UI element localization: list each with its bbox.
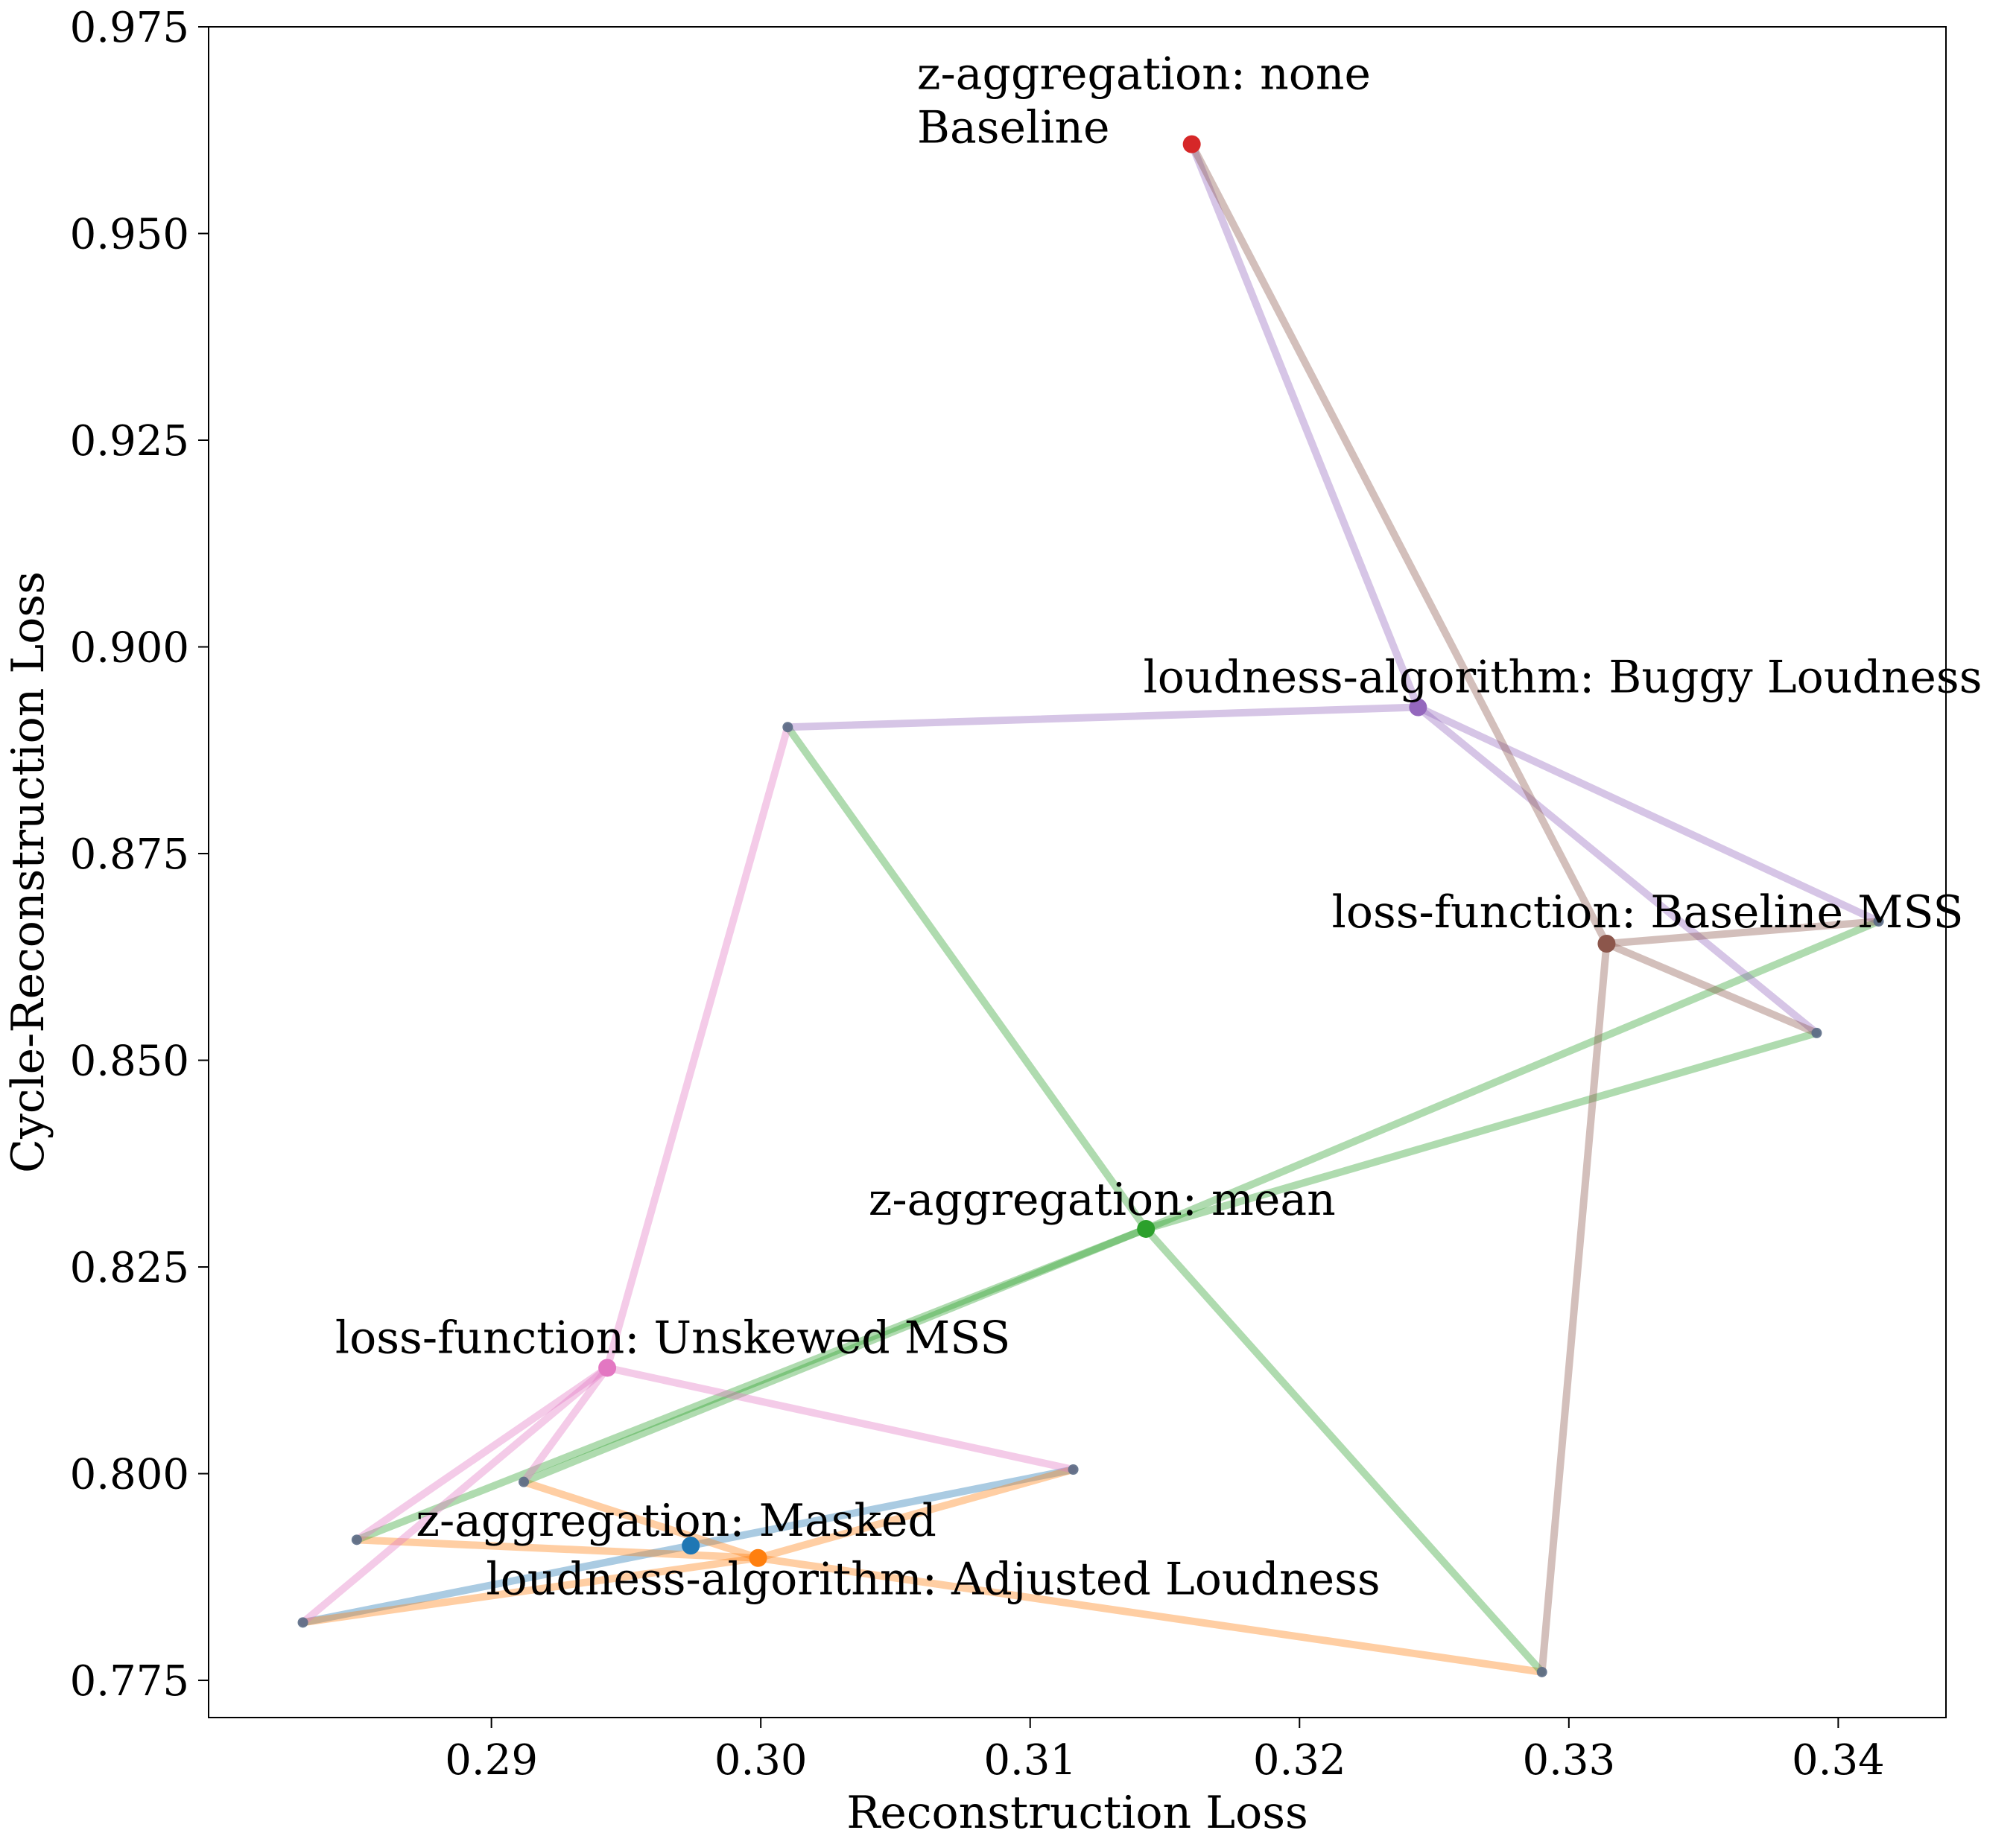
shared-point-7 <box>1873 916 1884 927</box>
shared-point-3 <box>782 722 793 733</box>
x-axis: 0.29 0.30 0.31 0.32 0.33 0.34 <box>445 1718 1885 1785</box>
link-line-6-2 <box>520 1364 612 1486</box>
y-tick-label-4: 0.875 <box>70 830 189 879</box>
center-point-0 <box>682 1537 700 1555</box>
y-tick-label-5: 0.900 <box>70 624 189 673</box>
annotation-5: loss-function: Baseline MSS <box>1332 886 1964 938</box>
link-line-5-0 <box>1538 940 1611 1676</box>
link-line-4-0 <box>784 703 1422 731</box>
x-tick-label-1: 0.30 <box>714 1736 808 1785</box>
annotation-4: loudness-algorithm: Buggy Loudness <box>1144 652 1982 704</box>
link-line-4-3 <box>1188 140 1422 711</box>
y-tick-label-2: 0.825 <box>70 1244 189 1292</box>
link-line-2-1 <box>520 1224 1150 1486</box>
y-tick-label-8: 0.975 <box>70 4 189 52</box>
shared-point-4 <box>1068 1464 1079 1475</box>
link-line-4-2 <box>1414 703 1883 926</box>
shared-point-0 <box>297 1617 308 1628</box>
annotation-3: z-aggregation: none Baseline <box>917 48 1371 153</box>
y-tick-label-6: 0.925 <box>70 417 189 466</box>
link-line-6-0 <box>299 1364 612 1627</box>
connection-lines <box>299 140 1883 1676</box>
link-line-0-1 <box>687 1465 1077 1550</box>
x-tick-label-3: 0.32 <box>1253 1736 1346 1785</box>
x-tick-label-2: 0.31 <box>983 1736 1077 1785</box>
link-line-2-5 <box>1142 918 1883 1233</box>
shared-point-2 <box>519 1476 530 1487</box>
y-tick-label-1: 0.800 <box>70 1451 189 1499</box>
shared-point-5 <box>1536 1666 1547 1677</box>
x-axis-label: Reconstruction Loss <box>846 1787 1308 1833</box>
center-point-6 <box>598 1359 617 1377</box>
y-axis: 0.775 0.800 0.825 0.850 0.875 0.900 0.925 0.950… <box>70 4 209 1706</box>
link-line-1-0 <box>299 1554 762 1627</box>
annotation-6: loss-function: Unskewed MSS <box>335 1312 1010 1364</box>
y-axis-label: Cycle-Reconstruction Loss <box>2 571 54 1173</box>
x-tick-label-5: 0.34 <box>1792 1736 1885 1785</box>
link-line-1-2 <box>520 1478 762 1562</box>
link-line-6-1 <box>352 1364 612 1544</box>
plot-frame <box>208 26 1947 1718</box>
link-line-1-1 <box>352 1536 762 1562</box>
link-line-2-3 <box>1142 1224 1546 1676</box>
link-line-1-4 <box>754 1554 1546 1676</box>
link-line-4-1 <box>1414 703 1821 1037</box>
y-tick-label-0: 0.775 <box>70 1657 189 1706</box>
center-point-3 <box>1182 135 1201 153</box>
link-line-5-2 <box>1603 918 1883 948</box>
annotation-0: z-aggregation: Masked <box>416 1495 936 1547</box>
center-point-4 <box>1409 698 1427 717</box>
x-tick-label-0: 0.29 <box>445 1736 538 1785</box>
y-tick-label-3: 0.850 <box>70 1038 189 1086</box>
series-centers <box>598 135 1616 1567</box>
center-point-1 <box>749 1548 767 1567</box>
x-tick-label-4: 0.33 <box>1522 1736 1615 1785</box>
annotation-2: z-aggregation: mean <box>869 1174 1336 1226</box>
shared-point-1 <box>351 1534 362 1545</box>
annotation-1: loudness-algorithm: Adjusted Loudness <box>486 1554 1380 1606</box>
link-line-2-0 <box>352 1224 1150 1544</box>
link-line-5-1 <box>1603 940 1821 1037</box>
link-line-5-3 <box>1188 140 1611 948</box>
shared-points <box>297 722 1884 1677</box>
series-annotations: z-aggregation: Masked loudness-algorithm:… <box>335 48 1982 1605</box>
link-line-2-4 <box>1142 1029 1821 1233</box>
center-point-5 <box>1597 935 1616 953</box>
link-line-1-3 <box>754 1465 1077 1562</box>
center-point-2 <box>1137 1219 1156 1238</box>
y-tick-label-7: 0.950 <box>70 211 189 259</box>
link-line-6-4 <box>603 1364 1077 1473</box>
link-line-0-0 <box>299 1542 695 1627</box>
link-line-6-3 <box>603 723 792 1372</box>
shared-point-6 <box>1811 1027 1822 1038</box>
link-line-2-2 <box>784 723 1150 1233</box>
